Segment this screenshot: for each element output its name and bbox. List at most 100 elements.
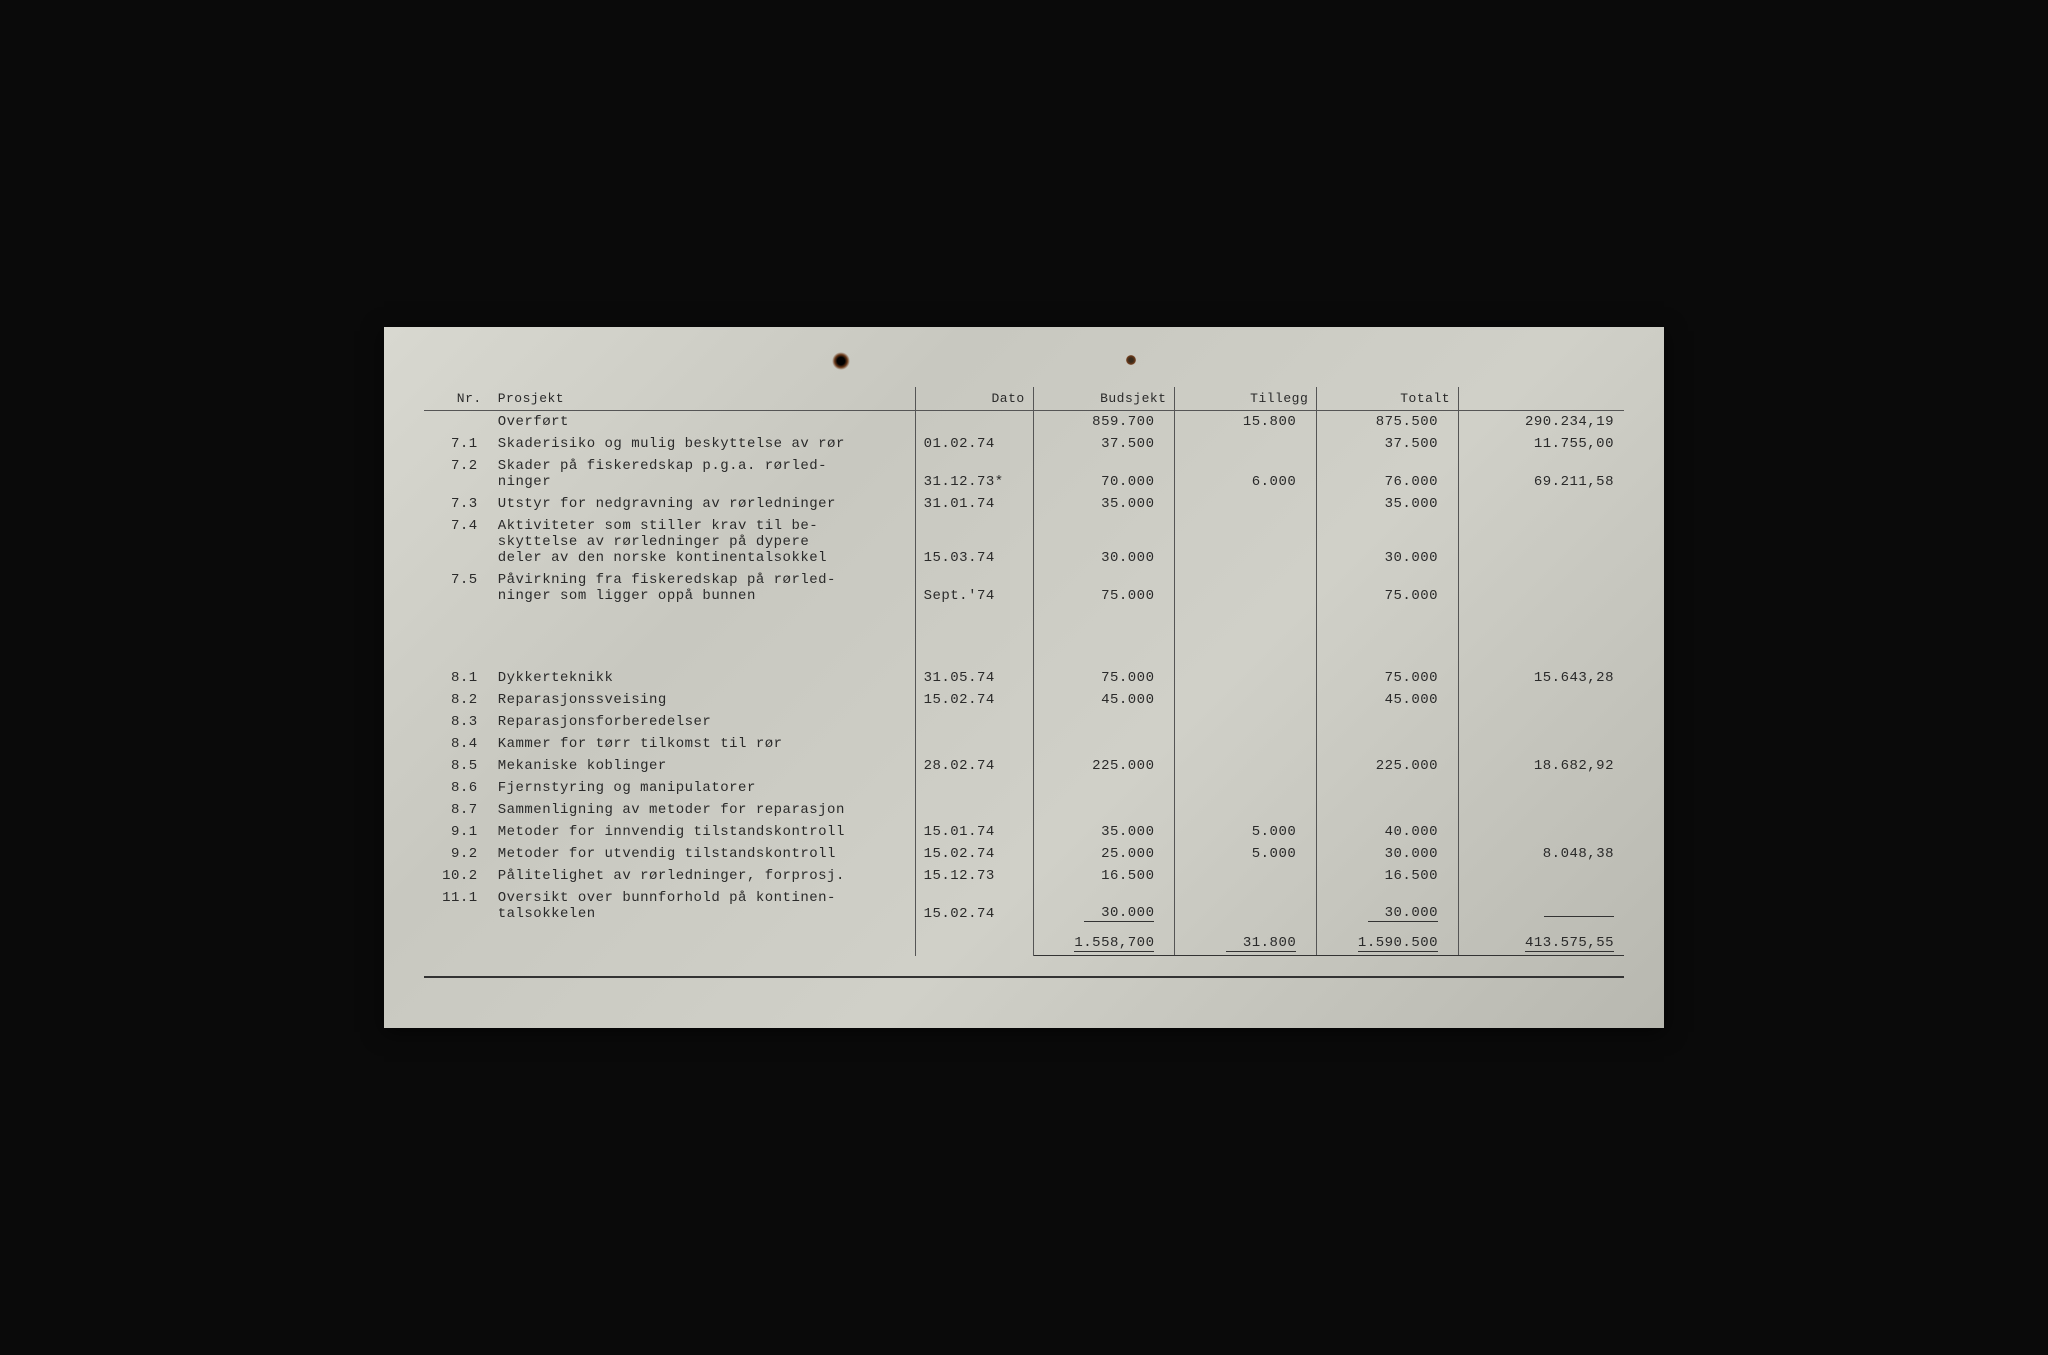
row-value — [1175, 865, 1317, 887]
row-nr: 7.2 — [424, 455, 490, 493]
table-row: 8.1Dykkerteknikk31.05.7475.00075.00015.6… — [424, 667, 1624, 689]
row-value: 70.000 — [1033, 455, 1175, 493]
row-value: 45.000 — [1033, 689, 1175, 711]
header-totalt: Totalt — [1317, 387, 1459, 411]
row-description: Utstyr for nedgravning av rørledninger — [490, 493, 915, 515]
row-value — [1175, 515, 1317, 569]
total-c4: 413.575,55 — [1459, 925, 1624, 956]
table-row: 11.1Oversikt over bunnforhold på kontine… — [424, 887, 1624, 925]
table-row: 7.3Utstyr for nedgravning av rørledninge… — [424, 493, 1624, 515]
row-description: Metoder for innvendig tilstandskontroll — [490, 821, 915, 843]
row-date: Sept.'74 — [915, 569, 1033, 607]
row-value: 6.000 — [1175, 455, 1317, 493]
row-value — [1317, 777, 1459, 799]
row-date: 31.05.74 — [915, 667, 1033, 689]
table-row: 8.4Kammer for tørr tilkomst til rør — [424, 733, 1624, 755]
table-row: 7.2Skader på fiskeredskap p.g.a. rørled-… — [424, 455, 1624, 493]
row-description: Dykkerteknikk — [490, 667, 915, 689]
row-nr: 7.1 — [424, 433, 490, 455]
row-date: 31.01.74 — [915, 493, 1033, 515]
row-date — [915, 777, 1033, 799]
row-value — [1033, 777, 1175, 799]
row-value — [1175, 887, 1317, 925]
row-date: 15.02.74 — [915, 887, 1033, 925]
row-nr: 8.1 — [424, 667, 490, 689]
row-date: 01.02.74 — [915, 433, 1033, 455]
table-body: Overført859.70015.800875.500290.234,197.… — [424, 411, 1624, 956]
row-value — [1175, 433, 1317, 455]
row-value — [1033, 799, 1175, 821]
row-value — [1033, 733, 1175, 755]
table-row: 8.6Fjernstyring og manipulatorer — [424, 777, 1624, 799]
header-budsjett: Budsjekt — [1033, 387, 1175, 411]
row-value: 15.800 — [1175, 411, 1317, 434]
row-value-last: 18.682,92 — [1459, 755, 1624, 777]
row-date: 31.12.73* — [915, 455, 1033, 493]
row-value: 30.000 — [1317, 515, 1459, 569]
header-nr: Nr. — [424, 387, 490, 411]
row-value — [1175, 667, 1317, 689]
row-value — [1175, 777, 1317, 799]
row-value-last — [1459, 799, 1624, 821]
row-value — [1175, 799, 1317, 821]
row-value — [1175, 755, 1317, 777]
row-description: Reparasjonssveising — [490, 689, 915, 711]
row-description: Fjernstyring og manipulatorer — [490, 777, 915, 799]
row-nr: 8.2 — [424, 689, 490, 711]
row-value: 25.000 — [1033, 843, 1175, 865]
row-date: 15.02.74 — [915, 843, 1033, 865]
row-value: 16.500 — [1317, 865, 1459, 887]
row-value: 859.700 — [1033, 411, 1175, 434]
row-date — [915, 733, 1033, 755]
row-value-last: 8.048,38 — [1459, 843, 1624, 865]
row-value-last — [1459, 821, 1624, 843]
row-nr: 8.6 — [424, 777, 490, 799]
table-row: 9.1Metoder for innvendig tilstandskontro… — [424, 821, 1624, 843]
row-value-last — [1459, 689, 1624, 711]
row-value-last: 11.755,00 — [1459, 433, 1624, 455]
header-last — [1459, 387, 1624, 411]
row-value-last: 290.234,19 — [1459, 411, 1624, 434]
header-prosjekt: Prosjekt — [490, 387, 915, 411]
table-row: 10.2Pålitelighet av rørledninger, forpro… — [424, 865, 1624, 887]
row-value — [1033, 711, 1175, 733]
row-description: Aktiviteter som stiller krav til be-skyt… — [490, 515, 915, 569]
table-row: 7.5Påvirkning fra fiskeredskap på rørled… — [424, 569, 1624, 607]
row-date: 28.02.74 — [915, 755, 1033, 777]
table-row: 8.2Reparasjonssveising15.02.7445.00045.0… — [424, 689, 1624, 711]
row-date: 15.03.74 — [915, 515, 1033, 569]
header-dato: Dato — [915, 387, 1033, 411]
row-nr: 8.4 — [424, 733, 490, 755]
row-value-last — [1459, 493, 1624, 515]
total-c3: 1.590.500 — [1317, 925, 1459, 956]
row-value: 75.000 — [1317, 569, 1459, 607]
row-value-last — [1459, 711, 1624, 733]
row-value: 37.500 — [1317, 433, 1459, 455]
row-nr: 9.2 — [424, 843, 490, 865]
row-value — [1175, 569, 1317, 607]
row-nr: 8.3 — [424, 711, 490, 733]
row-value-last — [1459, 733, 1624, 755]
row-value: 35.000 — [1033, 821, 1175, 843]
row-description: Påvirkning fra fiskeredskap på rørled-ni… — [490, 569, 915, 607]
row-value-last: 69.211,58 — [1459, 455, 1624, 493]
row-value — [1317, 799, 1459, 821]
row-value: 30.000 — [1033, 515, 1175, 569]
bottom-rule — [424, 976, 1624, 978]
row-value: 37.500 — [1033, 433, 1175, 455]
row-nr: 10.2 — [424, 865, 490, 887]
row-value-last — [1459, 865, 1624, 887]
row-value: 75.000 — [1317, 667, 1459, 689]
table-row: 7.4Aktiviteter som stiller krav til be-s… — [424, 515, 1624, 569]
row-description: Metoder for utvendig tilstandskontroll — [490, 843, 915, 865]
table-row: Overført859.70015.800875.500290.234,19 — [424, 411, 1624, 434]
row-date: 15.02.74 — [915, 689, 1033, 711]
row-nr: 7.3 — [424, 493, 490, 515]
row-value: 16.500 — [1033, 865, 1175, 887]
row-date — [915, 711, 1033, 733]
row-value: 35.000 — [1033, 493, 1175, 515]
total-c1: 1.558,700 — [1033, 925, 1175, 956]
table-row: 9.2Metoder for utvendig tilstandskontrol… — [424, 843, 1624, 865]
row-value-last — [1459, 887, 1624, 925]
row-description: Skader på fiskeredskap p.g.a. rørled-nin… — [490, 455, 915, 493]
